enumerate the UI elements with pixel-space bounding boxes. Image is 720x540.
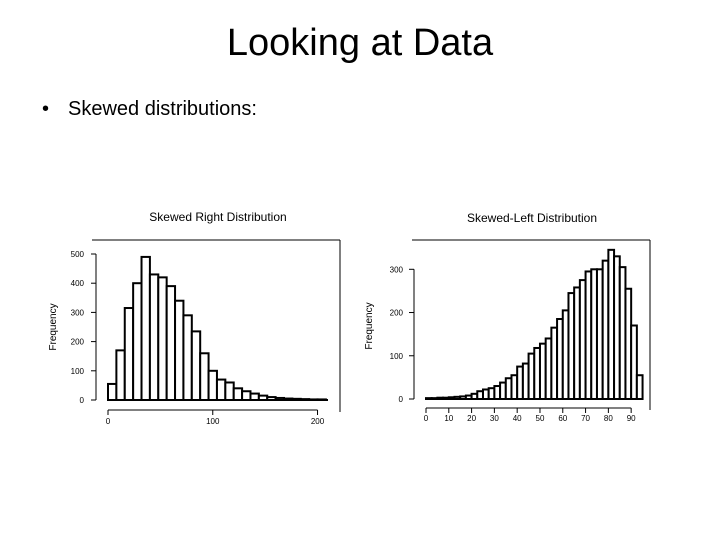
y-tick-label: 0 bbox=[399, 395, 404, 404]
y-tick-label: 200 bbox=[71, 338, 85, 347]
y-tick-label: 300 bbox=[71, 308, 85, 317]
y-tick-label: 400 bbox=[71, 279, 85, 288]
y-tick-label: 100 bbox=[71, 367, 85, 376]
x-tick-label: 0 bbox=[106, 417, 111, 426]
x-tick-label: 40 bbox=[513, 414, 522, 423]
x-tick-label: 80 bbox=[604, 414, 613, 423]
y-tick-label: 300 bbox=[390, 265, 404, 274]
x-tick-label: 90 bbox=[627, 414, 636, 423]
slide-title: Looking at Data bbox=[226, 22, 494, 64]
x-tick-label: 30 bbox=[490, 414, 499, 423]
y-tick-label: 200 bbox=[390, 309, 404, 318]
chart-title: Skewed-Left Distribution bbox=[467, 211, 597, 225]
y-axis-label: Frequency bbox=[364, 302, 375, 349]
x-tick-label: 10 bbox=[444, 414, 453, 423]
y-tick-label: 500 bbox=[71, 250, 85, 259]
x-tick-label: 20 bbox=[467, 414, 476, 423]
x-tick-label: 70 bbox=[581, 414, 590, 423]
x-tick-label: 100 bbox=[206, 417, 220, 426]
x-tick-label: 0 bbox=[424, 414, 429, 423]
bullet-dot-icon: • bbox=[42, 98, 50, 120]
bullet-row: • Skewed distributions: bbox=[42, 96, 257, 122]
y-tick-label: 0 bbox=[80, 396, 85, 405]
x-tick-label: 60 bbox=[558, 414, 567, 423]
x-tick-label: 50 bbox=[536, 414, 545, 423]
bar bbox=[635, 374, 644, 400]
bullet-text: Skewed distributions: bbox=[68, 98, 257, 120]
x-tick-label: 200 bbox=[311, 417, 325, 426]
y-axis-label: Frequency bbox=[48, 303, 59, 350]
chart-title: Skewed Right Distribution bbox=[149, 210, 286, 224]
y-tick-label: 100 bbox=[390, 352, 404, 361]
